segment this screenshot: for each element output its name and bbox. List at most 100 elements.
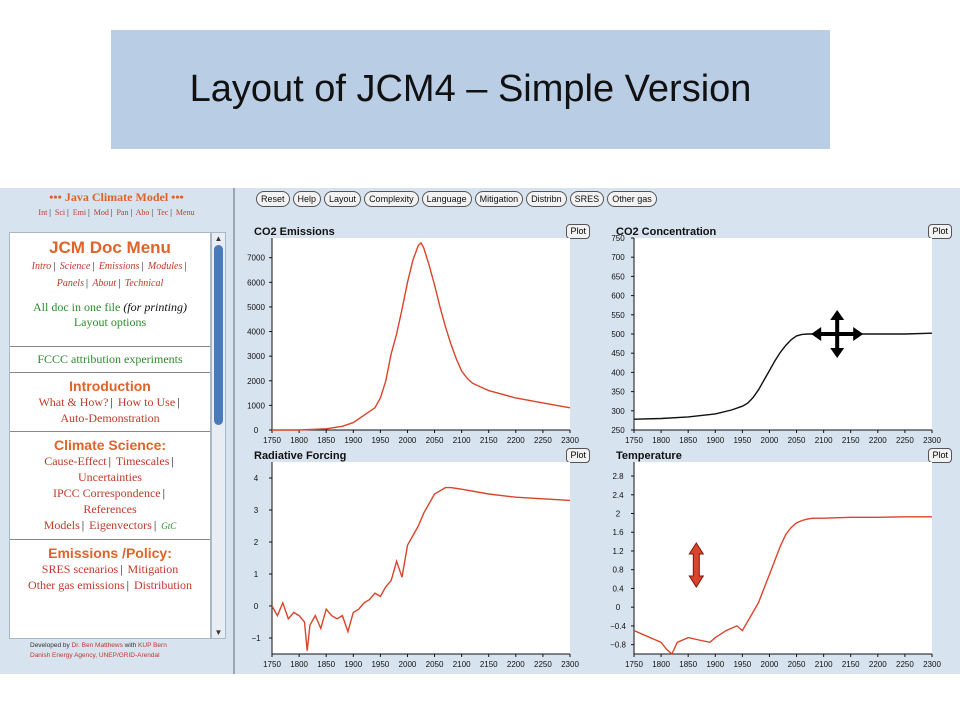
y-tick-label: 250 [611, 426, 625, 435]
x-tick-label: 1750 [625, 436, 643, 445]
x-tick-label: 1900 [344, 436, 362, 445]
other-gas-button[interactable]: Other gas [607, 191, 657, 207]
radiative-forcing-plot: Radiative Forcing Plot 1750 1800 1850 1900 1… [236, 412, 590, 669]
scroll-up-icon[interactable]: ▲ [214, 234, 223, 243]
x-tick-label: 2050 [788, 660, 806, 669]
toolbar: Reset Help Layout Complexity Language Mi… [256, 191, 657, 207]
doc-link-technical[interactable]: Technical [124, 278, 164, 289]
link-what-how[interactable]: What & How? [38, 395, 109, 409]
x-tick-label: 2250 [896, 660, 914, 669]
x-tick-label: 1800 [652, 436, 670, 445]
doc-menu-title: JCM Doc Menu [49, 238, 171, 257]
nav-link-abo[interactable]: Abo [135, 208, 150, 217]
scroll-down-icon[interactable]: ▼ [214, 628, 223, 637]
intro-section-title: Introduction [69, 378, 151, 394]
doc-link-modules[interactable]: Modules [147, 261, 183, 272]
link-eigenvectors[interactable]: Eigenvectors [89, 518, 152, 532]
x-tick-label: 2250 [534, 660, 552, 669]
nav-link-sci[interactable]: Sci [54, 208, 66, 217]
doc-link-intro[interactable]: Intro [31, 261, 52, 272]
link-ipcc[interactable]: IPCC Correspondence [52, 486, 161, 500]
x-tick-label: 2300 [561, 660, 579, 669]
language-button[interactable]: Language [421, 191, 472, 207]
x-tick-label: 2100 [453, 436, 471, 445]
y-tick-label: 5000 [247, 303, 265, 312]
mitigation-button[interactable]: Mitigation [474, 191, 524, 207]
nav-link-pan[interactable]: Pan [116, 208, 129, 217]
x-tick-label: 2000 [399, 660, 417, 669]
nav-link-int[interactable]: Int [38, 208, 48, 217]
x-tick-label: 2150 [480, 436, 498, 445]
y-tick-label: 2000 [247, 377, 265, 386]
layout-options-link[interactable]: Layout options [73, 315, 147, 329]
plot-button[interactable]: Plot [928, 224, 952, 239]
y-tick-label: 3000 [247, 352, 265, 361]
y-tick-label: 1 [254, 570, 259, 579]
plot-button[interactable]: Plot [566, 448, 590, 463]
y-tick-label: 0.8 [612, 566, 624, 575]
series-line [633, 516, 932, 656]
link-auto-demo[interactable]: Auto-Demonstration [60, 411, 160, 425]
x-tick-label: 2300 [923, 436, 941, 445]
credits-text: Developed by [30, 642, 72, 649]
credits-author-link[interactable]: Dr. Ben Matthews [71, 642, 123, 649]
complexity-button[interactable]: Complexity [364, 191, 419, 207]
doc-link-panels[interactable]: Panels [56, 278, 84, 289]
x-tick-label: 2050 [426, 436, 444, 445]
y-tick-label: 6000 [247, 278, 265, 287]
temperature-plot: Temperature Plot 1750 1800 1850 1900 1950 200… [598, 412, 952, 669]
nav-link-menu[interactable]: Menu [175, 208, 195, 217]
plot-title: Radiative Forcing [254, 450, 347, 462]
help-button[interactable]: Help [292, 191, 322, 207]
nav-link-mod[interactable]: Mod [93, 208, 109, 217]
science-section-title: Climate Science: [53, 437, 167, 453]
x-tick-label: 1800 [290, 436, 308, 445]
jcm-app-screenshot: ••• Java Climate Model ••• Int | Sci | Emi… [0, 188, 960, 674]
nav-link-emi[interactable]: Emi [72, 208, 87, 217]
link-timescales[interactable]: Timescales [115, 454, 170, 468]
nav-links: Int | Sci | Emi | Mod | Pan | Abo | Tec | Menu [38, 208, 195, 217]
link-mitigation[interactable]: Mitigation [127, 562, 179, 576]
layout-button[interactable]: Layout [324, 191, 362, 207]
y-tick-label: −1 [251, 634, 261, 643]
x-tick-label: 2200 [869, 436, 887, 445]
y-tick-label: 2.4 [612, 491, 624, 500]
fccc-link[interactable]: FCCC attribution experiments [37, 352, 183, 366]
nav-link-tec[interactable]: Tec [156, 208, 169, 217]
link-distribution[interactable]: Distribution [134, 578, 193, 592]
plot-button[interactable]: Plot [566, 224, 590, 239]
doc-link-emissions[interactable]: Emissions [98, 261, 140, 272]
x-tick-label: 1750 [263, 436, 281, 445]
reset-button[interactable]: Reset [256, 191, 290, 207]
credits-kup-link[interactable]: KUP Bern [138, 642, 167, 649]
all-doc-link[interactable]: All doc in one file (for printing) [10, 300, 210, 315]
doc-link-about[interactable]: About [92, 278, 117, 289]
science-links: Cause-Effect | Timescales | Uncertainties … [43, 454, 177, 532]
x-tick-label: 2000 [761, 660, 779, 669]
doc-link-science[interactable]: Science [59, 261, 91, 272]
distribn-button[interactable]: Distribn [526, 191, 567, 207]
link-cause-effect[interactable]: Cause-Effect [44, 454, 107, 468]
sres-button[interactable]: SRES [569, 191, 605, 207]
link-references[interactable]: References [83, 502, 137, 516]
y-tick-label: 350 [611, 388, 625, 397]
divider [10, 431, 210, 432]
doc-menu-pane: JCM Doc Menu Intro | Science | Emissions | … [9, 232, 211, 639]
divider [10, 372, 210, 373]
y-tick-label: 0 [616, 603, 621, 612]
x-tick-label: 2300 [561, 436, 579, 445]
plot-button[interactable]: Plot [928, 448, 952, 463]
link-uncertainties[interactable]: Uncertainties [78, 470, 142, 484]
link-how-to-use[interactable]: How to Use [117, 395, 176, 409]
x-tick-label: 1800 [290, 660, 308, 669]
co2-emissions-chart: 1750 1800 1850 1900 1950 2000 2050 2100 2150 2200… [247, 238, 579, 445]
credits-agency-link[interactable]: Danish Energy Agency, UNEP/GRID-Arendal [30, 652, 160, 659]
scroll-thumb[interactable] [214, 245, 223, 425]
doc-scrollbar[interactable]: ▲ ▼ [211, 232, 226, 639]
y-tick-label: 2.8 [612, 472, 624, 481]
link-other-gas[interactable]: Other gas emissions [27, 578, 125, 592]
link-sres[interactable]: SRES scenarios [41, 562, 119, 576]
link-gtc[interactable]: GtC [161, 521, 177, 531]
link-models[interactable]: Models [43, 518, 80, 532]
y-tick-label: 0 [254, 602, 259, 611]
